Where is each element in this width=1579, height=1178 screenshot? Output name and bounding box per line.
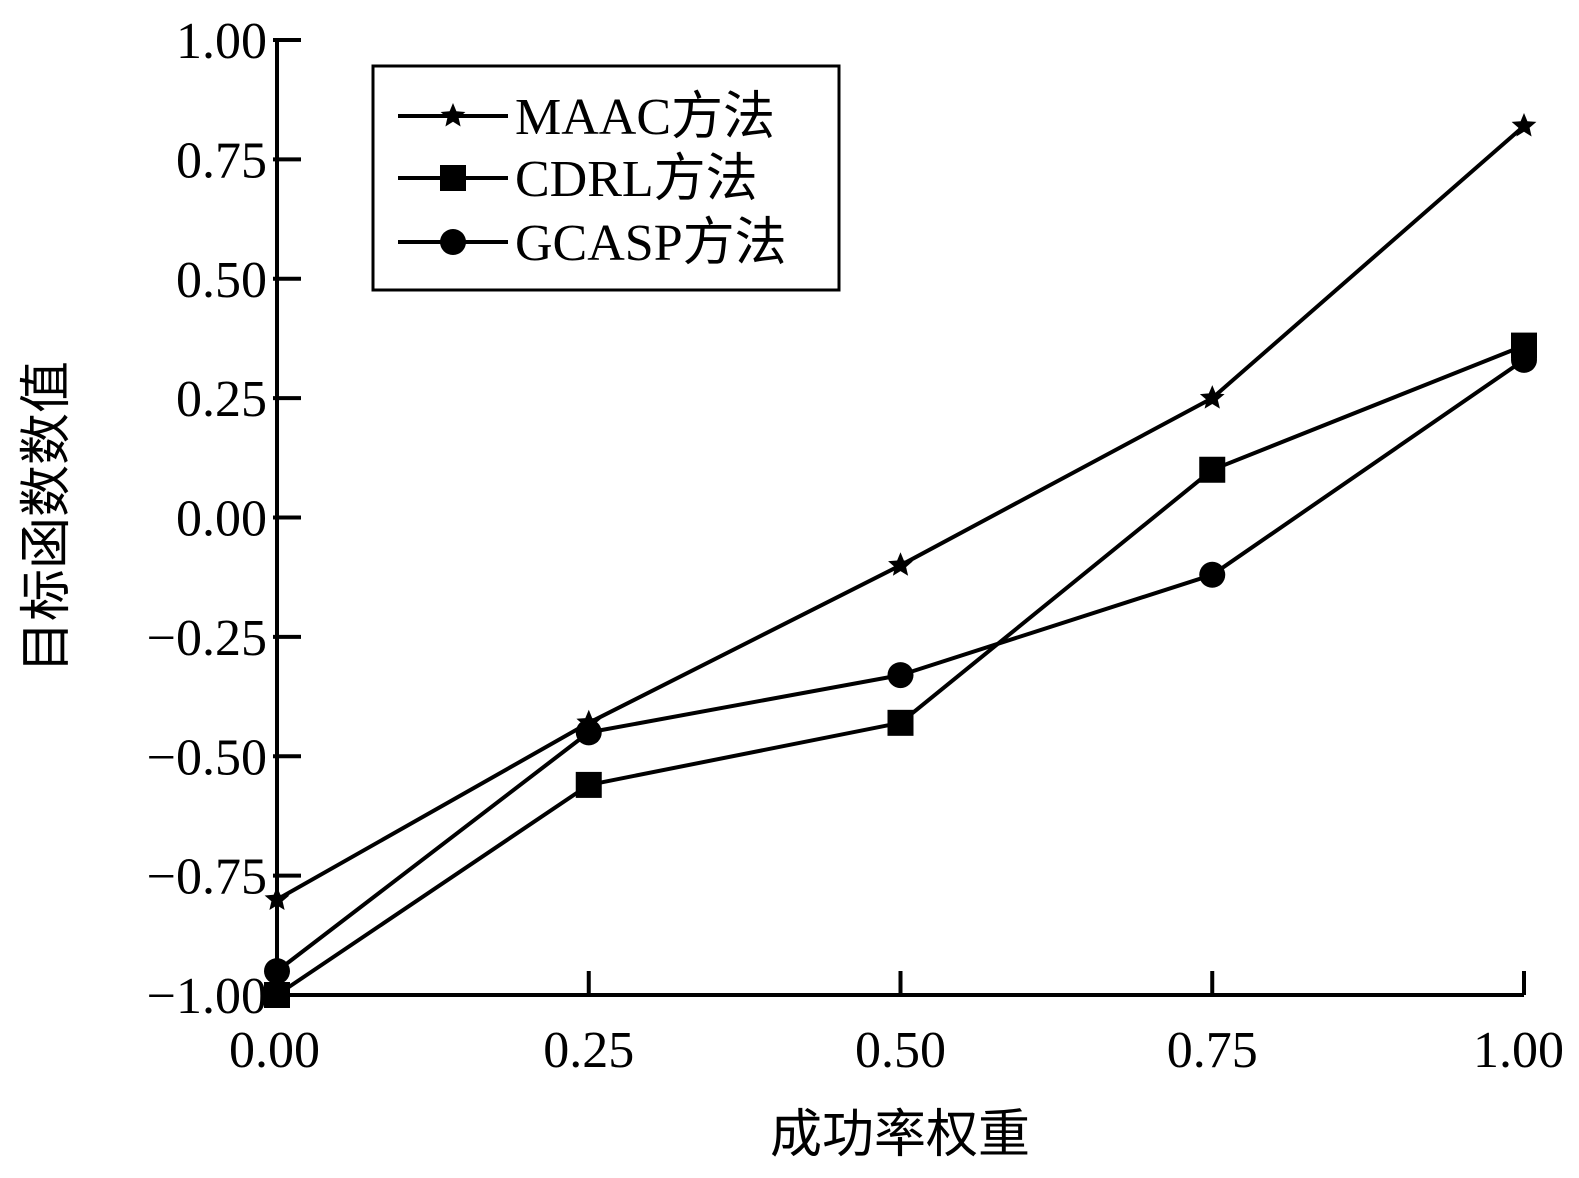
- data-point-star: [264, 886, 290, 910]
- series-circle: [264, 346, 1537, 985]
- data-point-circle: [887, 662, 914, 689]
- y-tick-label: −0.25: [147, 610, 267, 667]
- data-point-circle: [575, 719, 602, 746]
- y-tick-label: −1.00: [147, 968, 267, 1025]
- y-ticks: −1.00 −0.75 −0.50 −0.25 0.00 0.25 0.50 0.75 1.00: [147, 13, 301, 1025]
- x-ticks: 0.00 0.25 0.50 0.75 1.00: [229, 971, 1564, 1079]
- data-point-square: [887, 709, 914, 736]
- data-point-star: [1199, 385, 1225, 409]
- data-point-star: [1511, 113, 1537, 137]
- y-tick-label: 1.00: [176, 13, 267, 70]
- x-tick-label: 0.00: [229, 1022, 320, 1079]
- data-point-circle: [1199, 561, 1226, 588]
- y-tick-label: −0.50: [147, 729, 267, 786]
- y-tick-label: 0.50: [176, 252, 267, 309]
- legend-marker-star: [440, 103, 466, 127]
- y-tick-label: 0.00: [176, 491, 267, 548]
- y-tick-label: −0.75: [147, 849, 267, 906]
- data-point-square: [1199, 456, 1226, 483]
- x-axis-title: 成功率权重: [770, 1107, 1030, 1164]
- legend-marker-circle: [440, 229, 466, 255]
- data-point-circle: [1511, 346, 1537, 373]
- legend-label: GCASP方法: [515, 215, 787, 272]
- legend-label: CDRL方法: [515, 151, 758, 208]
- legend-marker-square: [440, 165, 466, 191]
- x-tick-label: 0.50: [855, 1022, 946, 1079]
- series-layer: [264, 113, 1537, 1008]
- y-tick-label: 0.25: [176, 371, 267, 428]
- x-tick-label: 0.75: [1167, 1022, 1258, 1079]
- y-axis-title: 目标函数数值: [19, 361, 76, 673]
- data-point-star: [888, 552, 913, 576]
- data-point-square: [575, 771, 602, 798]
- x-tick-label: 0.25: [543, 1022, 634, 1079]
- x-tick-label: 1.00: [1473, 1022, 1564, 1079]
- legend-label: MAAC方法: [515, 89, 775, 146]
- data-point-square: [264, 982, 290, 1008]
- y-tick-label: 0.75: [176, 132, 267, 189]
- data-point-circle: [264, 958, 290, 985]
